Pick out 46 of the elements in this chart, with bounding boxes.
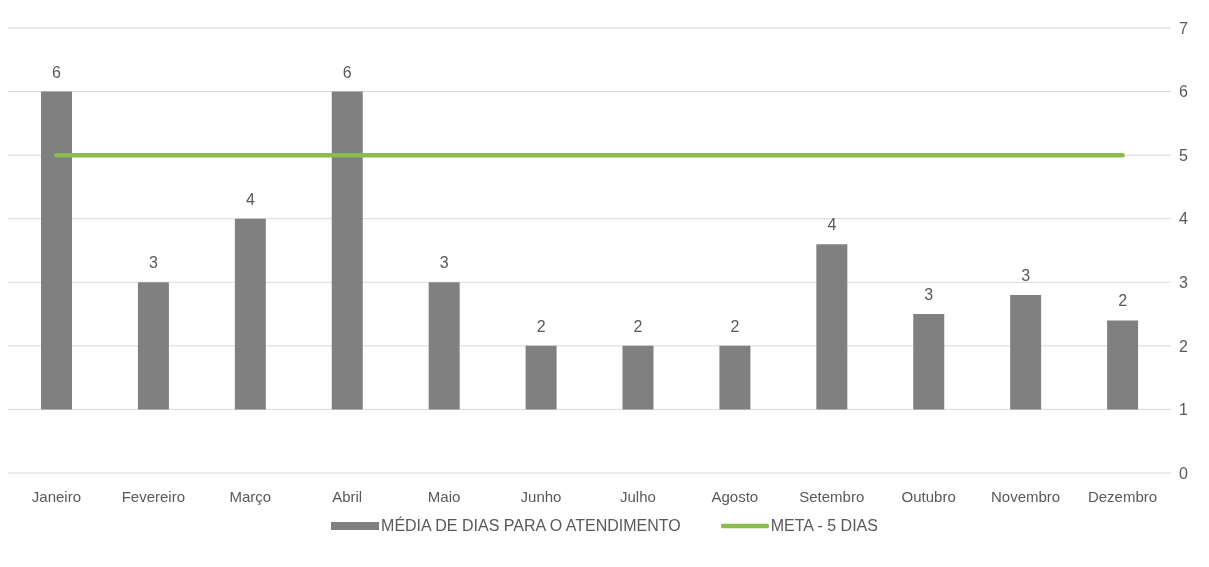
- data-label: 3: [148, 254, 158, 272]
- y-tick-label: 1: [1179, 401, 1188, 419]
- x-tick-label: Junho: [520, 487, 562, 505]
- x-tick-label: Maio: [427, 487, 461, 505]
- x-tick-label: Outubro: [901, 487, 956, 505]
- x-tick-label: Dezembro: [1087, 487, 1158, 505]
- bar: [331, 91, 363, 410]
- bar: [622, 345, 654, 410]
- y-tick-label: 3: [1179, 273, 1188, 291]
- y-tick-label: 7: [1179, 19, 1188, 37]
- data-label: 4: [827, 216, 837, 234]
- x-tick-label: Agosto: [711, 487, 759, 505]
- y-tick-label: 4: [1179, 210, 1188, 228]
- bar: [1107, 320, 1139, 410]
- bar: [41, 91, 72, 410]
- x-tick-label: Abril: [332, 487, 363, 505]
- y-tick-label: 2: [1179, 337, 1188, 355]
- data-label: 4: [245, 190, 255, 208]
- bar: [1010, 295, 1042, 410]
- data-label: 6: [52, 63, 62, 81]
- bar: [719, 345, 751, 410]
- bar: [234, 218, 266, 410]
- x-tick-label: Julho: [620, 487, 656, 505]
- y-tick-label: 0: [1179, 464, 1188, 482]
- bar: [137, 282, 169, 410]
- data-label: 2: [730, 317, 740, 335]
- x-tick-label: Fevereiro: [121, 487, 186, 505]
- legend-label: META - 5 DIAS: [770, 517, 878, 535]
- x-tick-label: Março: [229, 487, 272, 505]
- data-label: 2: [1118, 292, 1128, 310]
- data-label: 6: [342, 63, 352, 81]
- bar: [816, 244, 848, 410]
- data-label: 3: [439, 254, 449, 272]
- x-tick-label: Janeiro: [31, 487, 82, 505]
- x-tick-label: Novembro: [991, 487, 1061, 505]
- bar: [913, 314, 945, 410]
- bar: [428, 282, 460, 410]
- bar: [525, 345, 557, 410]
- x-tick-label: Setembro: [799, 487, 865, 505]
- data-label: 3: [1021, 267, 1031, 284]
- data-label: 2: [536, 317, 546, 335]
- data-label: 2: [633, 317, 643, 335]
- legend-label: MÉDIA DE DIAS PARA O ATENDIMENTO: [381, 517, 681, 535]
- y-tick-label: 5: [1179, 146, 1188, 164]
- data-label: 3: [924, 286, 934, 304]
- y-tick-label: 6: [1179, 83, 1188, 101]
